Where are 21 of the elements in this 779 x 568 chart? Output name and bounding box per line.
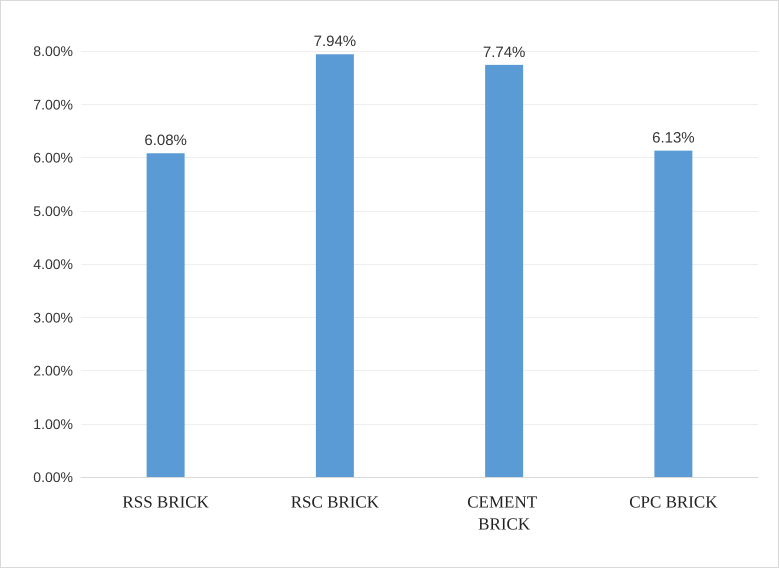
x-tick-label: CEMENT BRICK <box>467 492 542 534</box>
y-tick-label: 7.00% <box>33 96 73 112</box>
bar <box>146 153 185 477</box>
y-tick-label: 8.00% <box>33 43 73 59</box>
y-tick-label: 3.00% <box>33 309 73 326</box>
x-tick-label: RSC BRICK <box>290 492 380 512</box>
y-tick-label: 2.00% <box>33 362 73 378</box>
y-tick-label: 4.00% <box>33 256 73 272</box>
x-tick-label: RSS BRICK <box>122 492 210 512</box>
data-label: 6.08% <box>144 132 187 150</box>
y-tick-label: 5.00% <box>33 202 73 219</box>
bar <box>316 54 354 477</box>
data-label: 6.13% <box>652 130 695 147</box>
data-label: 7.94% <box>314 33 356 50</box>
y-tick-label: 1.00% <box>33 416 73 432</box>
y-tick-label: 0.00% <box>33 469 73 485</box>
x-tick-label: CPC BRICK <box>629 492 718 512</box>
y-tick-label: 6.00% <box>33 150 73 166</box>
data-label: 7.74% <box>482 44 526 61</box>
bar <box>654 150 692 477</box>
bar <box>485 64 524 477</box>
